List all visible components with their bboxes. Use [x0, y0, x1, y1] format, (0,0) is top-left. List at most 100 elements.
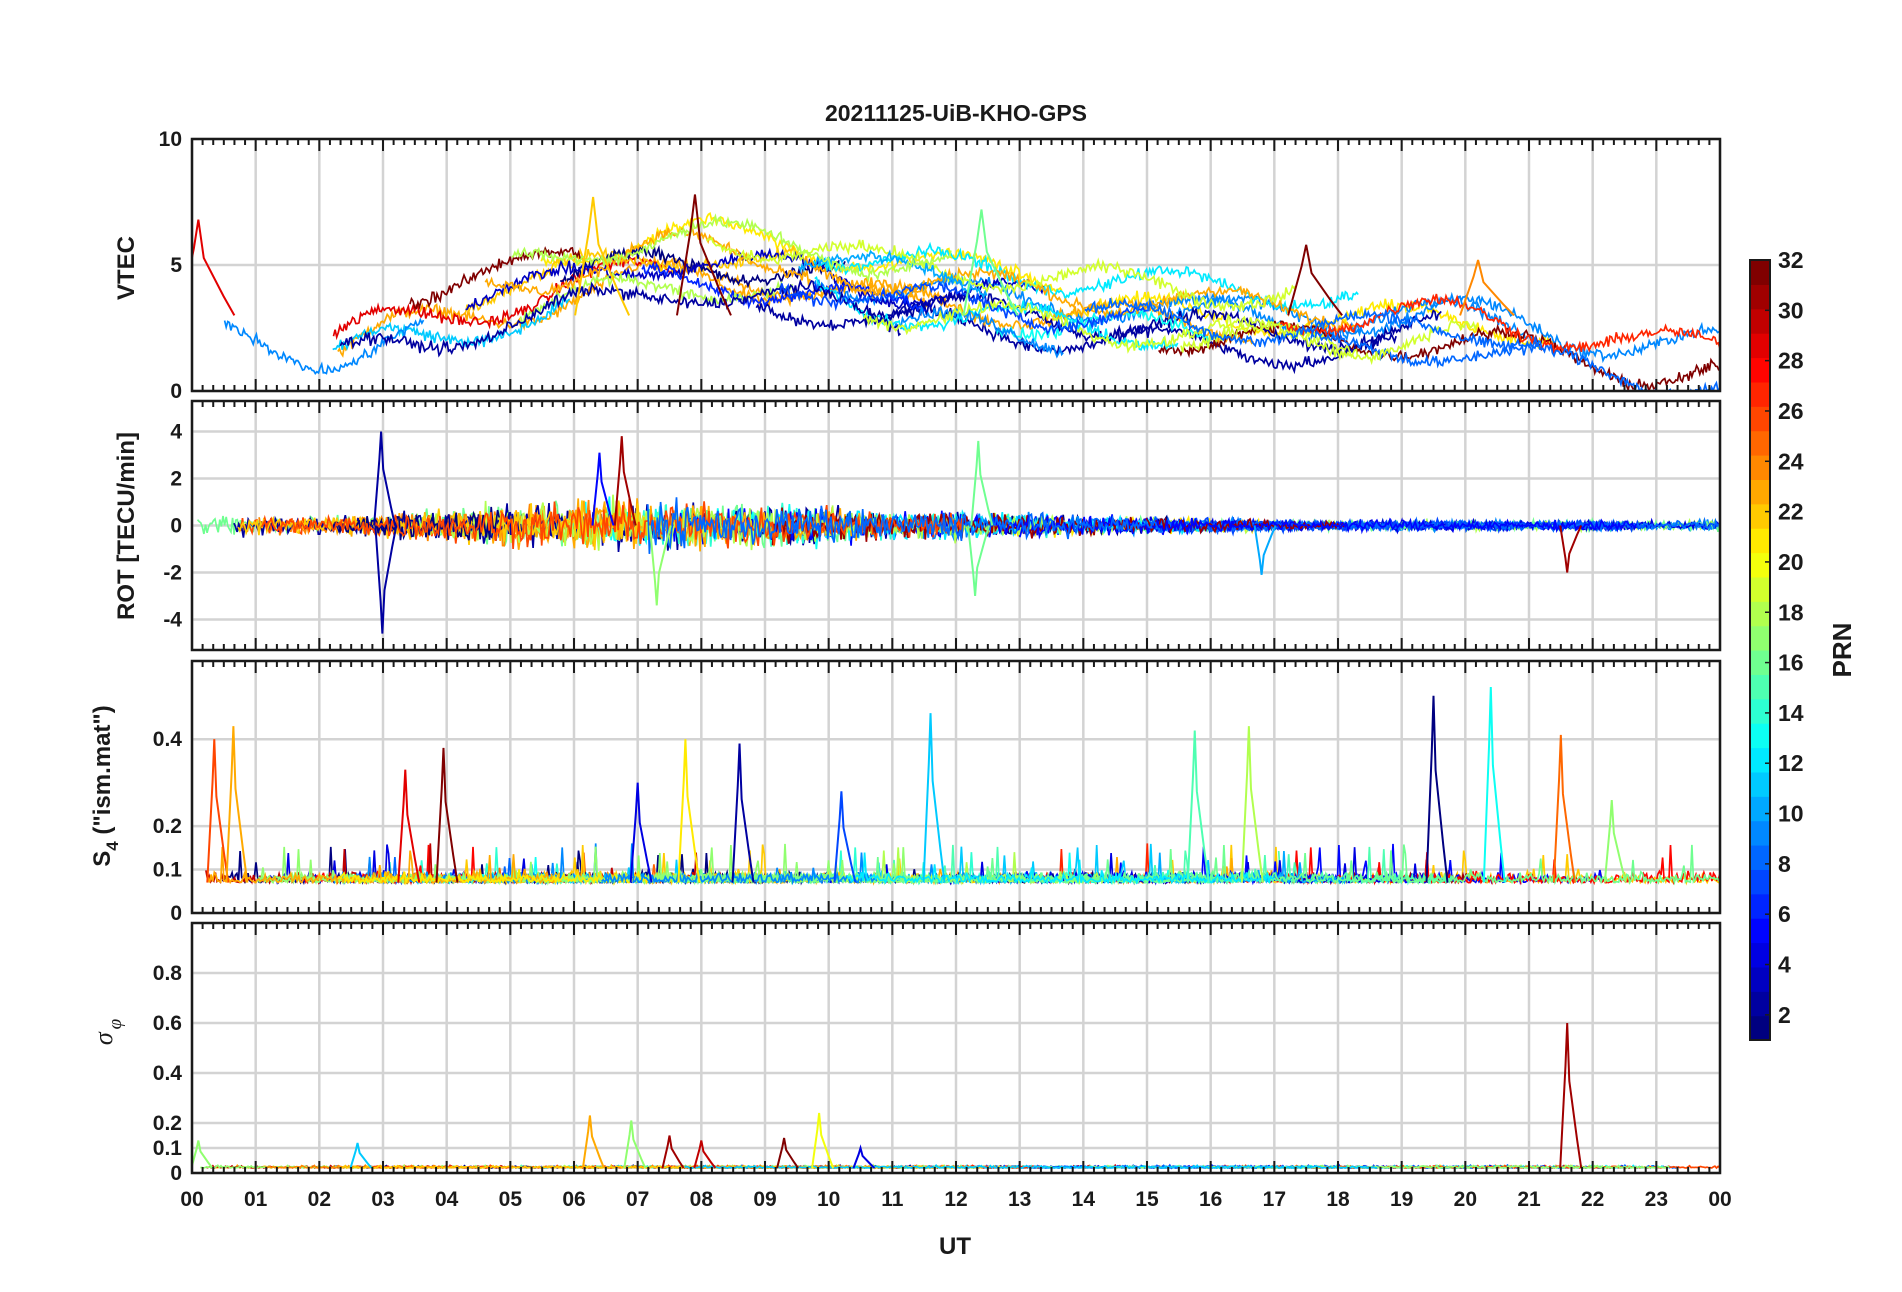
peak-mark — [776, 1137, 799, 1169]
prn-series-line — [332, 294, 571, 351]
x-tick-label: 10 — [817, 1188, 840, 1211]
peak-mark — [1425, 695, 1449, 883]
peak-mark — [623, 1120, 647, 1169]
colorbar-tick-label: 4 — [1778, 952, 1791, 978]
x-axis-ticklabels: 00 01 02 03 04 05 06 07 08 09 10 11 12 13 14 15 16 17 18 19… — [180, 1188, 1731, 1211]
peak-mark — [349, 1142, 373, 1169]
colorbar-segment — [1750, 430, 1770, 456]
sigma-ylabel-main: σ — [89, 1031, 118, 1045]
peak-mark — [852, 1144, 876, 1169]
prn-series-line — [332, 255, 681, 341]
prn-series-line — [646, 497, 1159, 554]
colorbar-tick-label: 22 — [1778, 499, 1804, 525]
peak-mark — [581, 1115, 605, 1169]
prn-series-line — [339, 278, 902, 358]
x-tick-label: 22 — [1581, 1188, 1604, 1211]
colorbar-tick-label: 16 — [1778, 650, 1804, 676]
prn-series-line — [863, 289, 1442, 356]
y-tick-label: 0.4 — [153, 728, 183, 751]
peak-mark — [967, 525, 991, 597]
colorbar-segment — [1750, 942, 1770, 968]
peak-mark — [629, 782, 653, 883]
y-tick-label: 2 — [170, 468, 182, 491]
prn-series-line — [1084, 297, 1543, 354]
peak-mark — [811, 1112, 835, 1169]
x-tick-label: 19 — [1390, 1188, 1413, 1211]
x-tick-label: 16 — [1199, 1188, 1222, 1211]
colorbar-tick-label: 24 — [1778, 448, 1804, 474]
peak-mark — [962, 209, 1019, 316]
x-tick-label: 01 — [244, 1188, 268, 1211]
y-tick-label: 0.1 — [153, 859, 183, 882]
y-tick-label: 0.2 — [153, 815, 182, 838]
colorbar-segment — [1750, 698, 1770, 724]
s4-ylabel-main: S — [89, 851, 116, 867]
peak-mark — [661, 1135, 685, 1169]
colorbar-segment — [1750, 723, 1770, 749]
prn-series-line — [893, 305, 1064, 359]
x-tick-label: 23 — [1645, 1188, 1668, 1211]
colorbar-segment — [1750, 455, 1770, 480]
prn-series-line — [798, 249, 988, 300]
colorbar-tick-label: 6 — [1778, 901, 1791, 927]
sigma-phi-panel: 00.10.2 0.4 0.6 0.8 — [153, 921, 1722, 1185]
y-tick-label: 0 — [170, 380, 182, 403]
prn-series-line — [331, 506, 501, 541]
peak-mark — [435, 747, 459, 883]
colorbar-tick-label: 18 — [1778, 599, 1804, 625]
colorbar-segment — [1750, 381, 1770, 407]
colorbar-tick-label: 14 — [1778, 700, 1804, 726]
peak-mark — [1240, 726, 1264, 883]
prn-series-line — [409, 246, 583, 311]
colorbar-segment — [1750, 601, 1770, 627]
y-tick-label: 0.8 — [153, 962, 183, 985]
peak-mark — [1559, 525, 1583, 573]
colorbar-segment — [1750, 771, 1770, 797]
y-tick-label: 0.4 — [153, 1062, 183, 1085]
s4-ylabel: S4 ("ism.mat") — [89, 705, 122, 867]
colorbar-tick-label: 32 — [1778, 247, 1804, 273]
y-tick-label: 0 — [170, 515, 182, 538]
peak-mark — [397, 769, 421, 883]
series-group — [196, 431, 1720, 634]
y-tick-label: 10 — [159, 128, 182, 151]
colorbar-segment — [1750, 869, 1770, 895]
x-tick-label: 14 — [1072, 1188, 1096, 1211]
peak-mark — [1603, 799, 1627, 883]
x-tick-label: 09 — [753, 1188, 776, 1211]
peak-mark — [374, 525, 398, 634]
colorbar-tick-label: 2 — [1778, 1002, 1791, 1028]
peak-mark — [693, 1140, 717, 1169]
peak-mark — [1459, 259, 1515, 317]
peak-mark — [1559, 1022, 1583, 1169]
colorbar-tick-label: 26 — [1778, 398, 1804, 424]
prn-series-line — [779, 280, 1148, 336]
colorbar-segment — [1750, 796, 1770, 822]
colorbar-segment — [1750, 406, 1770, 432]
peak-mark — [373, 431, 397, 526]
x-tick-label: 06 — [562, 1188, 585, 1211]
y-tick-label: 0.2 — [153, 1112, 182, 1135]
colorbar-tick-label: 12 — [1778, 750, 1804, 776]
y-tick-label: -2 — [163, 561, 182, 584]
colorbar-frame — [1749, 259, 1771, 1041]
prn-series-line — [1180, 318, 1359, 359]
colorbar-tick-label: 30 — [1778, 297, 1804, 323]
peak-mark — [1287, 244, 1343, 317]
prn-series-line — [337, 869, 649, 886]
colorbar-segment — [1750, 820, 1770, 846]
colorbar-segment — [1750, 625, 1770, 651]
x-tick-label: 11 — [881, 1188, 904, 1211]
x-tick-label: 18 — [1326, 1188, 1350, 1211]
x-tick-label: 07 — [626, 1188, 649, 1211]
colorbar-segment — [1750, 1015, 1770, 1041]
rot-panel: -4 -2 0 2 4 — [163, 399, 1722, 652]
colorbar-label: PRN — [1827, 623, 1857, 678]
peak-mark — [225, 726, 249, 883]
x-tick-label: 13 — [1008, 1188, 1031, 1211]
x-tick-label: 21 — [1517, 1188, 1541, 1211]
colorbar-segment — [1750, 528, 1770, 554]
colorbar-segment — [1750, 845, 1770, 870]
peak-mark — [970, 440, 994, 526]
figure-title: 20211125-UiB-KHO-GPS — [825, 100, 1087, 126]
